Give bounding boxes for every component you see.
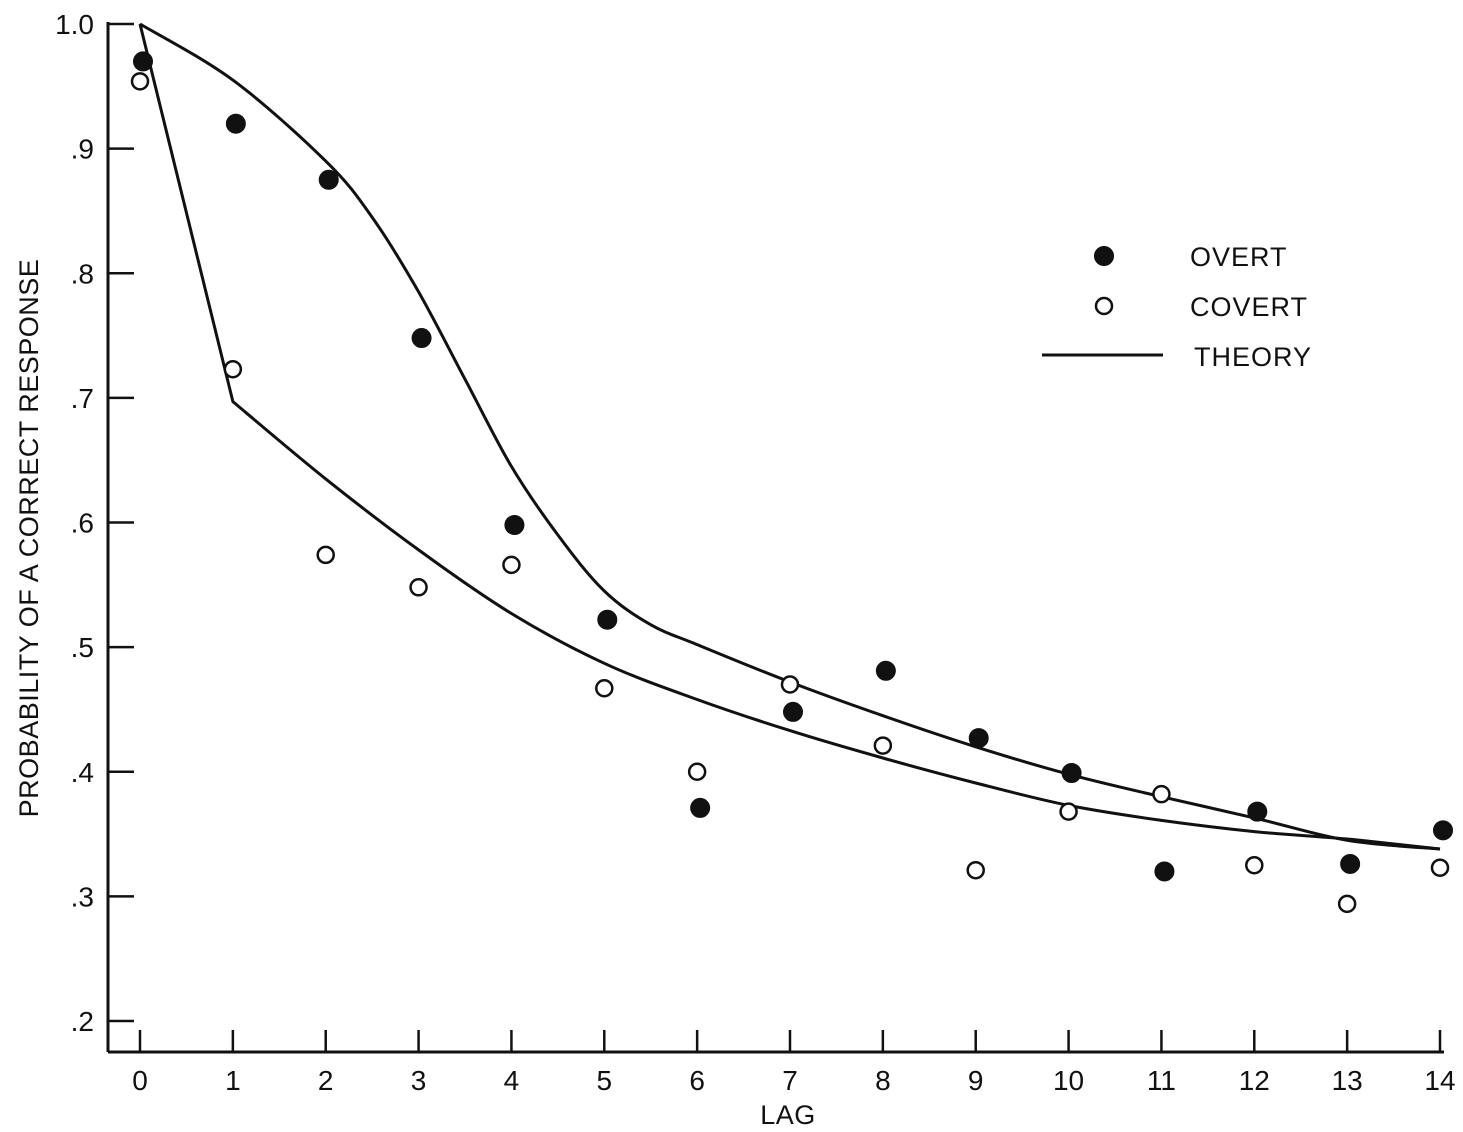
covert-point	[1059, 802, 1078, 821]
y-axis-ticks: .2 .3 .4 .5 .6 .7 .8 .9 1.0	[55, 9, 134, 1037]
covert-point	[130, 72, 150, 91]
legend-theory-label: THEORY	[1194, 342, 1312, 372]
y-tick-label: .2	[71, 1006, 94, 1037]
theory-curve-covert	[138, 23, 1441, 851]
theory-curve-overt	[139, 22, 1441, 851]
overt-point	[133, 51, 153, 72]
covert-point	[409, 578, 428, 597]
x-tick-label: 0	[132, 1065, 148, 1096]
x-tick-label: 1	[225, 1065, 241, 1096]
y-tick-label: .5	[71, 632, 94, 663]
y-tick-label: .6	[71, 508, 94, 539]
overt-point	[1247, 801, 1268, 822]
overt-point	[690, 797, 711, 818]
x-axis-title: LAG	[760, 1100, 816, 1130]
theory-curves	[138, 22, 1441, 851]
overt-point	[1433, 820, 1453, 841]
data-points	[130, 51, 1453, 914]
overt-point	[225, 113, 246, 134]
covert-point	[1337, 894, 1357, 914]
x-tick-label: 4	[504, 1065, 520, 1096]
y-tick-label: .4	[71, 757, 94, 788]
y-tick-label: .8	[71, 258, 94, 289]
legend-covert-label: COVERT	[1190, 292, 1308, 322]
covert-point	[223, 359, 243, 379]
x-tick-label: 8	[875, 1065, 891, 1096]
legend-covert-marker	[1094, 296, 1114, 316]
covert-point	[687, 762, 707, 781]
x-tick-label: 12	[1239, 1065, 1270, 1096]
overt-point	[783, 701, 803, 722]
legend-overt-marker	[1094, 246, 1114, 266]
x-tick-label: 10	[1053, 1065, 1084, 1096]
legend: OVERT COVERT THEORY	[1042, 242, 1312, 372]
x-tick-label: 14	[1424, 1065, 1455, 1096]
covert-point	[595, 679, 614, 698]
overt-point	[597, 609, 618, 630]
x-tick-label: 2	[318, 1065, 334, 1096]
covert-point	[966, 860, 985, 880]
x-tick-label: 5	[596, 1065, 612, 1096]
covert-point	[1245, 855, 1264, 875]
overt-point	[318, 169, 339, 190]
y-tick-label: .3	[71, 881, 94, 912]
x-tick-label: 3	[411, 1065, 427, 1096]
covert-point	[502, 555, 521, 575]
y-tick-label: .7	[71, 383, 94, 414]
overt-point	[875, 660, 896, 681]
x-tick-label: 13	[1332, 1065, 1363, 1096]
overt-point	[504, 514, 525, 535]
covert-point	[780, 675, 800, 694]
axes	[106, 22, 1444, 1054]
overt-point	[411, 328, 432, 349]
y-tick-label: 1.0	[55, 9, 94, 40]
legend-overt-label: OVERT	[1190, 242, 1288, 272]
x-tick-label: 6	[689, 1065, 705, 1096]
y-axis-title: PROBABILITY OF A CORRECT RESPONSE	[14, 259, 44, 818]
overt-point	[1340, 853, 1361, 874]
overt-point	[1061, 762, 1082, 783]
y-tick-label: .9	[71, 134, 94, 165]
covert-point	[316, 545, 335, 565]
x-tick-label: 9	[968, 1065, 984, 1096]
covert-point	[1430, 858, 1450, 877]
overt-point	[1154, 861, 1175, 882]
x-axis-ticks: 0 1 2 3 4 5 6 7 8 9 10 11 12 13 14	[132, 1030, 1456, 1096]
covert-point	[1152, 784, 1171, 804]
covert-point	[873, 736, 893, 755]
x-tick-label: 7	[782, 1065, 798, 1096]
overt-point	[968, 728, 989, 749]
x-tick-label: 11	[1147, 1065, 1176, 1096]
